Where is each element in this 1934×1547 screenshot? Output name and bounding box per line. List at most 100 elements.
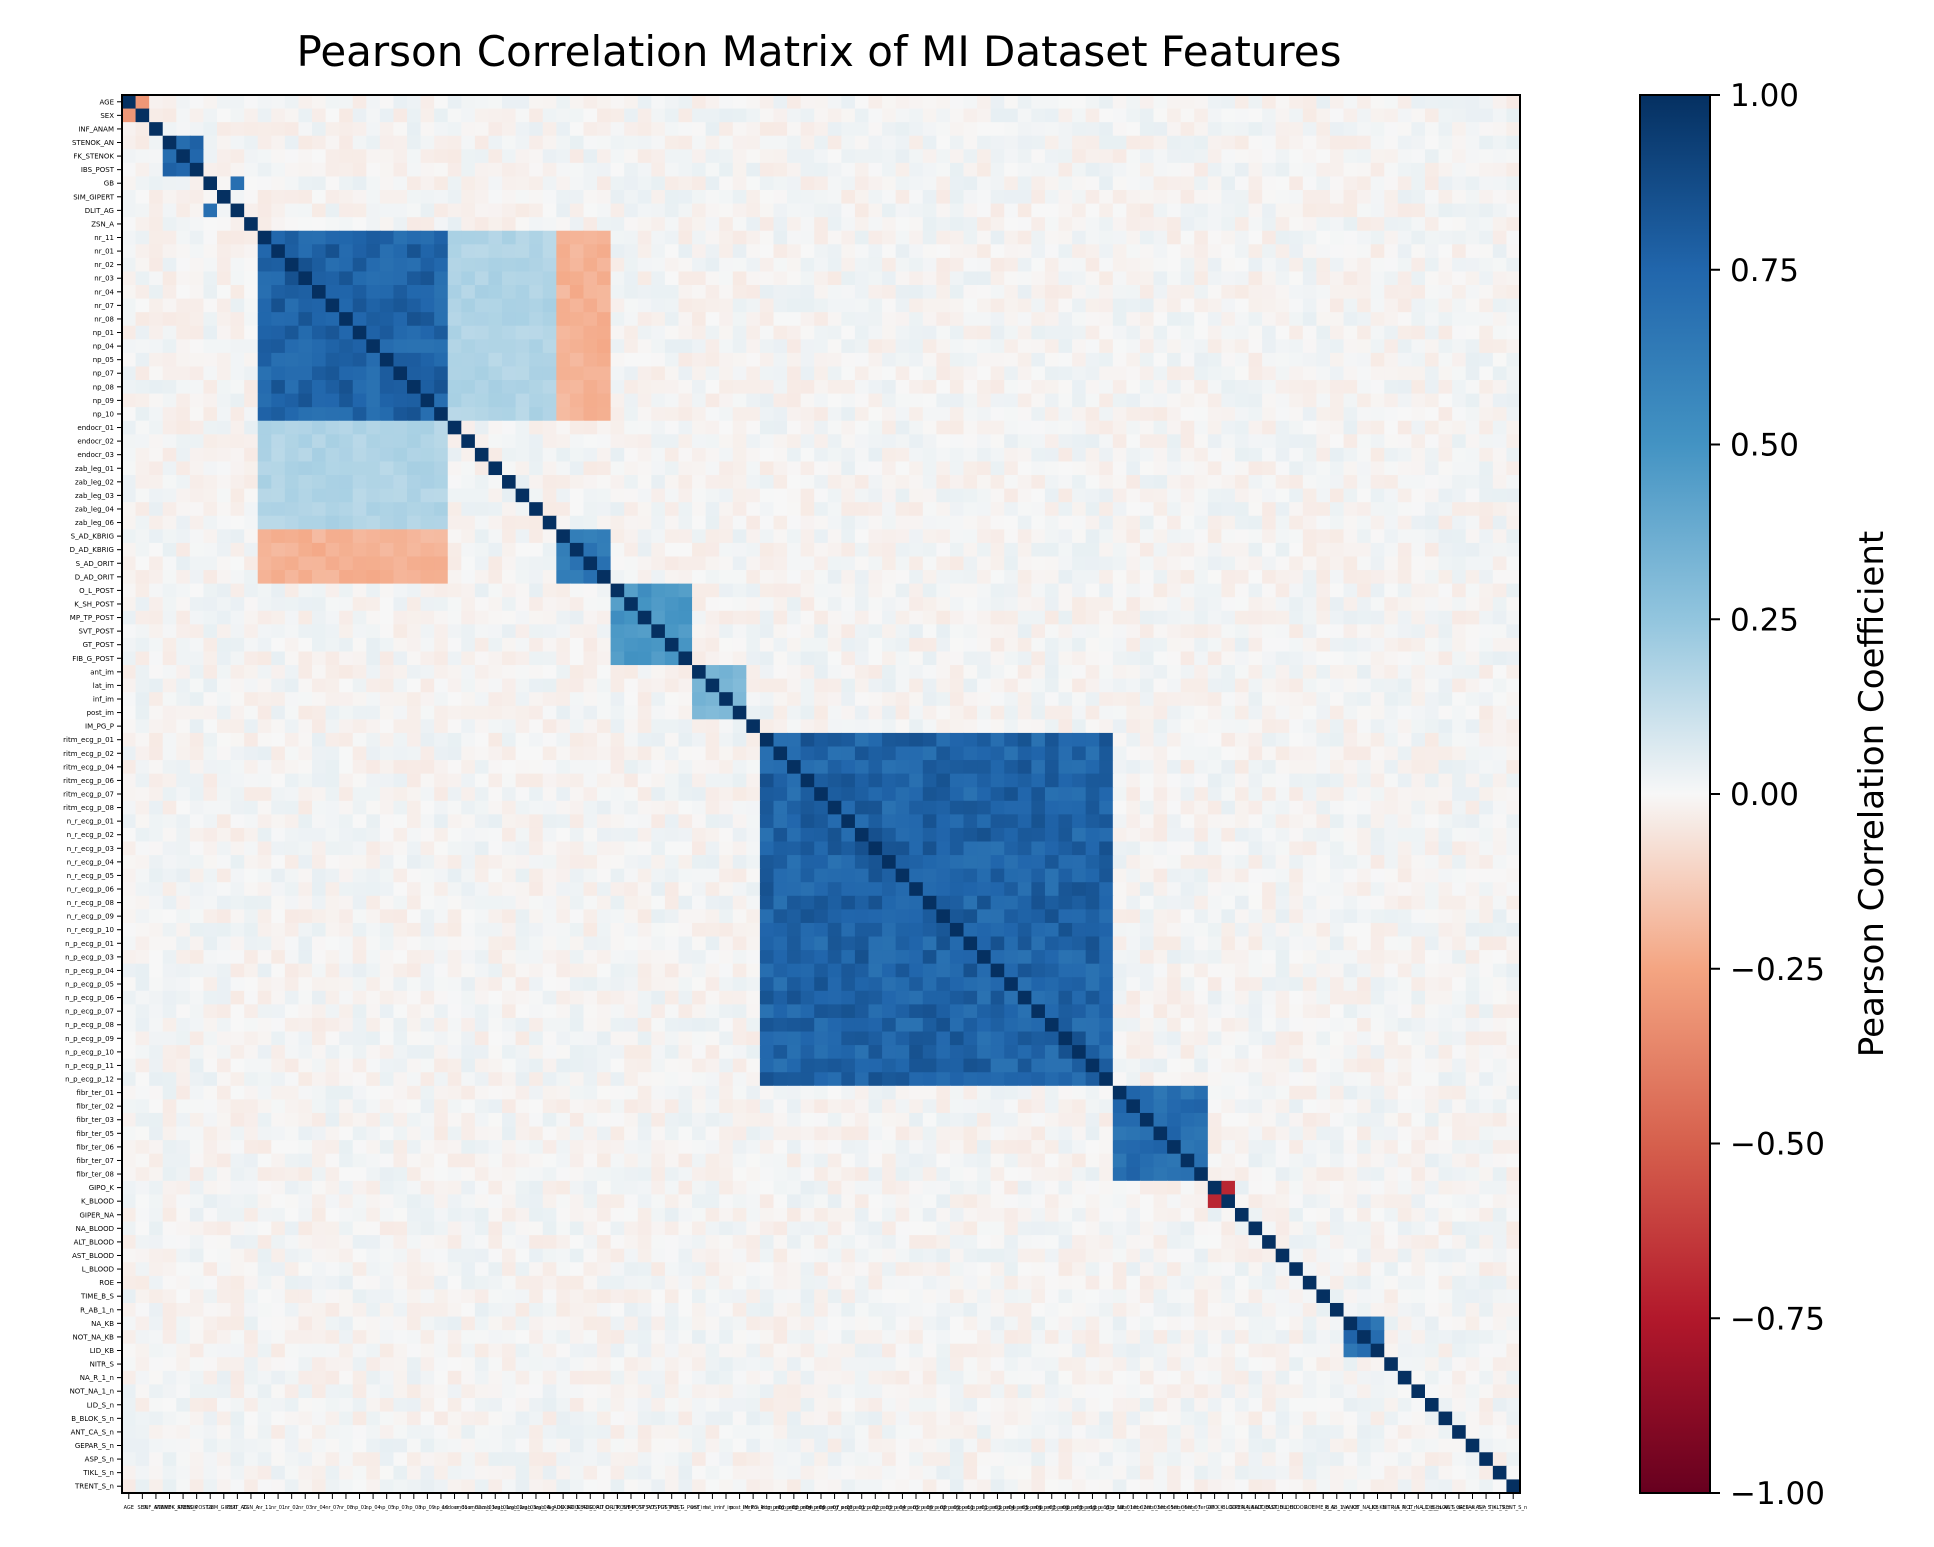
heatmap-cell <box>1180 461 1195 476</box>
heatmap-cell <box>1370 352 1385 368</box>
heatmap-cell <box>407 339 422 354</box>
heatmap-cell <box>1262 312 1277 327</box>
heatmap-cell <box>678 108 693 123</box>
heatmap-cell <box>1329 515 1345 530</box>
heatmap-cell <box>284 122 300 137</box>
heatmap-cell <box>1017 176 1032 191</box>
heatmap-cell <box>1112 271 1127 286</box>
heatmap-cell <box>1017 271 1032 286</box>
heatmap-cell <box>868 312 883 327</box>
heatmap-cell <box>298 339 313 354</box>
heatmap-cell <box>1397 542 1413 558</box>
heatmap-cell <box>1234 678 1250 693</box>
heatmap-cell <box>257 461 272 476</box>
heatmap-cell <box>325 230 340 245</box>
heatmap-cell <box>1384 678 1399 693</box>
heatmap-cell <box>1262 502 1277 517</box>
heatmap-cell <box>325 122 340 137</box>
heatmap-cell <box>312 325 327 340</box>
heatmap-cell <box>895 352 910 368</box>
heatmap-cell <box>895 461 910 476</box>
heatmap-cell <box>841 325 856 340</box>
heatmap-cell <box>352 393 367 408</box>
heatmap-cell <box>1234 122 1250 137</box>
heatmap-cell <box>922 556 937 571</box>
heatmap-cell <box>827 407 842 422</box>
heatmap-cell <box>882 488 897 503</box>
heatmap-cell <box>1180 732 1195 748</box>
heatmap-cell <box>1357 597 1372 612</box>
heatmap-cell <box>162 135 177 150</box>
heatmap-cell <box>1085 461 1100 476</box>
heatmap-cell <box>352 542 367 558</box>
heatmap-cell <box>1262 583 1277 598</box>
heatmap-cell <box>922 475 937 490</box>
heatmap-cell <box>1167 447 1182 463</box>
heatmap-cell <box>990 732 1005 748</box>
heatmap-cell <box>379 732 395 748</box>
heatmap-cell <box>1167 542 1182 558</box>
heatmap-cell <box>1302 176 1317 191</box>
heatmap-cell <box>1424 556 1440 571</box>
heatmap-cell <box>325 556 340 571</box>
heatmap-cell <box>488 637 503 653</box>
heatmap-cell <box>339 502 354 517</box>
heatmap-cell <box>719 610 734 625</box>
heatmap-cell <box>407 651 422 666</box>
heatmap-cell <box>1479 488 1494 503</box>
heatmap-cell <box>135 203 150 218</box>
heatmap-cell <box>189 135 205 150</box>
heatmap-cell <box>1004 108 1019 123</box>
heatmap-cell <box>759 583 775 598</box>
heatmap-cell <box>244 692 259 707</box>
heatmap-cell <box>977 420 992 435</box>
heatmap-cell <box>1221 583 1236 598</box>
heatmap-cell <box>624 176 639 191</box>
heatmap-cell <box>1479 461 1494 476</box>
heatmap-cell <box>1058 176 1073 191</box>
heatmap-cell <box>203 217 218 232</box>
heatmap-cell <box>1479 325 1494 340</box>
heatmap-cell <box>787 420 802 435</box>
heatmap-cell <box>583 637 598 653</box>
heatmap-cell <box>1384 312 1399 327</box>
heatmap-cell <box>529 570 544 585</box>
heatmap-cell <box>678 190 693 205</box>
heatmap-cell <box>474 325 490 340</box>
heatmap-cell <box>882 95 897 110</box>
heatmap-cell <box>719 407 734 422</box>
heatmap-cell <box>1302 190 1317 205</box>
heatmap-cell <box>1370 610 1385 625</box>
heatmap-cell <box>1099 515 1114 530</box>
heatmap-cell <box>1031 624 1046 639</box>
heatmap-cell <box>1058 529 1073 544</box>
heatmap-cell <box>461 570 476 585</box>
heatmap-cell <box>542 122 557 137</box>
heatmap-cell <box>895 420 910 435</box>
heatmap-cell <box>244 583 259 598</box>
heatmap-cell <box>719 339 734 354</box>
heatmap-cell <box>1058 352 1073 368</box>
heatmap-cell <box>393 420 408 435</box>
heatmap-cell <box>542 570 557 585</box>
heatmap-cell <box>1221 312 1236 327</box>
heatmap-cell <box>569 352 585 368</box>
heatmap-cell <box>1357 162 1372 178</box>
heatmap-cell <box>556 190 571 205</box>
heatmap-cell <box>1289 624 1304 639</box>
heatmap-cell <box>1207 285 1222 300</box>
heatmap-cell <box>1343 420 1358 435</box>
heatmap-cell <box>1316 285 1331 300</box>
heatmap-cell <box>963 271 978 286</box>
heatmap-cell <box>1302 447 1317 463</box>
heatmap-cell <box>990 257 1005 273</box>
heatmap-cell <box>1492 502 1508 517</box>
heatmap-cell <box>1438 325 1453 340</box>
heatmap-cell <box>298 135 313 150</box>
heatmap-cell <box>407 108 422 123</box>
heatmap-cell <box>1058 420 1073 435</box>
heatmap-cell <box>882 732 897 748</box>
heatmap-cell <box>719 732 734 748</box>
heatmap-cell <box>257 678 272 693</box>
heatmap-cell <box>787 502 802 517</box>
